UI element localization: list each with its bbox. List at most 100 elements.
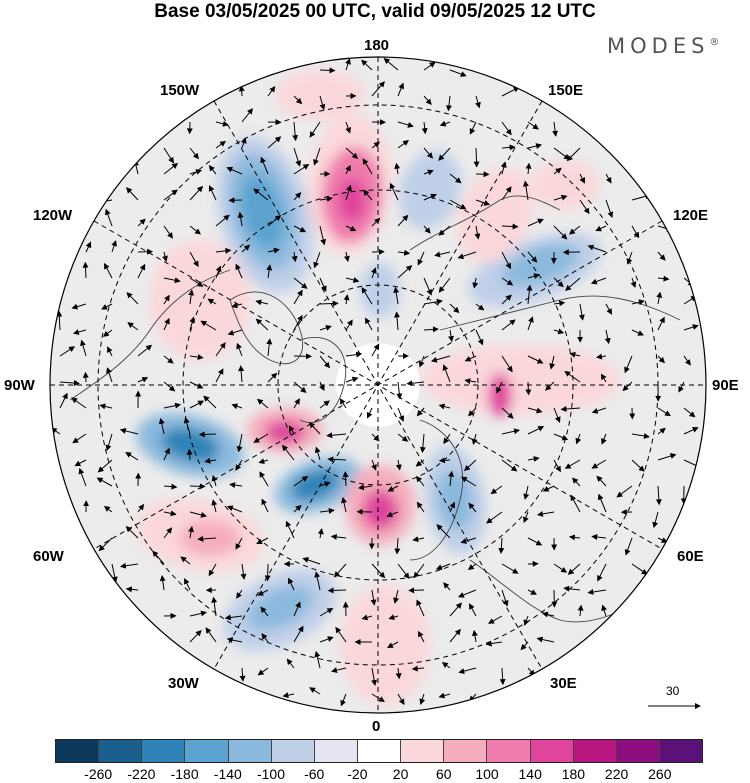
wind-vector [370, 267, 377, 279]
wind-vector [397, 265, 413, 279]
wind-vector [430, 355, 451, 363]
coastline-scandinavia [409, 419, 464, 561]
wind-vector [449, 628, 461, 643]
wind-vector [371, 217, 381, 227]
anomaly-low-bering [398, 151, 462, 229]
wind-vector [82, 371, 89, 383]
wind-vector [159, 575, 166, 591]
wind-vector [253, 188, 269, 201]
wind-vector [163, 147, 174, 164]
wind-vector [631, 299, 645, 306]
wind-vector [291, 251, 298, 263]
colorbar-swatch-0 [56, 740, 100, 762]
wind-vector [330, 533, 347, 540]
wind-vector [119, 562, 139, 569]
wind-vector [189, 316, 196, 331]
wind-vector [657, 407, 671, 417]
wind-vector [525, 162, 532, 175]
wind-vector [256, 398, 269, 409]
wind-vector [313, 251, 321, 269]
colorbar-tick-label: 20 [392, 766, 409, 782]
wind-vector [469, 121, 477, 135]
wind-vector [215, 247, 232, 254]
wind-vector [163, 189, 178, 201]
colorbar-swatch-2 [142, 740, 186, 762]
wind-vector [189, 169, 203, 175]
wind-vector [260, 156, 269, 175]
wind-vector [572, 477, 581, 487]
wind-vector [443, 582, 451, 591]
wind-vector [438, 147, 451, 161]
wind-vector [457, 589, 477, 598]
wind-vector [85, 241, 92, 253]
wind-vector [253, 433, 269, 443]
wind-vector [104, 208, 113, 227]
wind-vector [397, 214, 409, 227]
wind-vector [523, 485, 530, 500]
wind-vector [361, 286, 373, 305]
wind-vector [527, 589, 537, 595]
anomaly-high-north-pacific [275, 70, 365, 120]
wind-vector [468, 407, 477, 417]
wind-vector [226, 505, 243, 513]
wind-vector [604, 329, 611, 345]
modes-logo: MODES® [607, 34, 719, 58]
wind-vector [397, 693, 405, 706]
lon-label-120w: 120W [33, 207, 73, 224]
wind-vector [105, 433, 113, 452]
wind-vector [158, 417, 165, 435]
wind-vector [189, 185, 204, 201]
wind-vector [631, 459, 645, 472]
wind-vector [412, 536, 425, 543]
wind-vector [343, 294, 350, 305]
colorbar-tick-label: 220 [604, 766, 629, 782]
wind-vector [523, 615, 530, 626]
wind-vector [293, 95, 303, 105]
wind-vector [285, 520, 295, 539]
wind-vector [678, 381, 685, 393]
wind-vector [189, 629, 202, 643]
wind-vector [396, 381, 403, 400]
wind-vector [393, 286, 400, 305]
wind-vector [282, 692, 295, 699]
wind-vector [319, 95, 326, 111]
wind-vector [501, 407, 514, 419]
wind-vector [419, 693, 426, 705]
wind-vector [293, 381, 307, 393]
anomaly-high-far-east [530, 160, 600, 210]
wind-vector [327, 456, 347, 463]
wind-vector [500, 161, 507, 175]
wind-vector [448, 470, 455, 487]
wind-vector [56, 310, 63, 331]
colorbar-tick-label: -220 [127, 766, 156, 782]
lon-label-150e: 150E [548, 82, 584, 99]
wind-vector [468, 502, 477, 513]
wind-vector [435, 563, 451, 571]
wind-vector [434, 251, 451, 258]
wind-vector [527, 456, 540, 462]
wind-vector [590, 277, 607, 285]
wind-vector [204, 457, 217, 464]
wind-vector [319, 607, 334, 617]
wind-vector [319, 300, 339, 307]
wind-vector [631, 329, 645, 336]
wind-vector [319, 481, 331, 488]
wind-vector [361, 59, 373, 71]
wind-vector [418, 355, 425, 368]
globe-border [49, 56, 707, 714]
wind-vector [523, 511, 529, 524]
wind-vector [96, 477, 113, 487]
wind-vector [371, 141, 381, 149]
wind-vector [449, 173, 462, 184]
wind-vector [569, 225, 581, 235]
wind-vector [264, 563, 271, 582]
wind-vector [267, 136, 282, 149]
wind-vector [683, 427, 699, 435]
wind-vector [467, 563, 477, 571]
wind-vector [501, 186, 512, 201]
wind-vector [536, 636, 555, 643]
wind-vector [163, 294, 170, 305]
wind-vector [626, 251, 633, 265]
wind-vector [319, 636, 334, 643]
wind-vector [241, 244, 251, 253]
